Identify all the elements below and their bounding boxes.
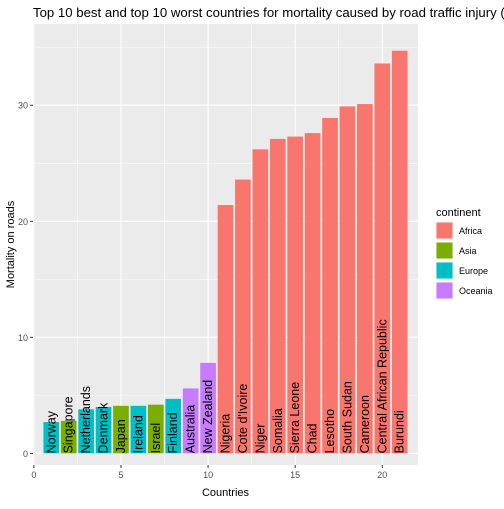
bar-label: Finland <box>166 412 180 453</box>
bar-label: Netherlands <box>79 386 93 453</box>
bar-japan <box>113 405 129 454</box>
bar-central-african-republic <box>374 63 391 454</box>
bar-niger <box>252 149 269 454</box>
x-axis-title: Countries <box>202 487 250 499</box>
bar-label: Cote d'Ivoire <box>236 384 250 454</box>
bar-cameroon <box>357 104 373 454</box>
chart-title: Top 10 best and top 10 worst countries f… <box>33 5 504 20</box>
y-tick-label: 30 <box>18 101 28 111</box>
bar-singapore <box>60 420 77 454</box>
bar-chad <box>304 133 321 454</box>
bar-label: Denmark <box>97 402 111 453</box>
bar-ireland <box>130 405 147 454</box>
bar-finland <box>165 398 182 454</box>
legend-label-asia: Asia <box>459 246 477 256</box>
bar-label: Cameroon <box>358 395 372 453</box>
legend: continent Africa Asia Europe Oceania <box>436 207 493 299</box>
bar-burundi <box>391 50 408 454</box>
bar-norway <box>43 422 60 454</box>
legend-swatch-africa <box>436 222 453 239</box>
bar-sierra-leone <box>287 136 304 454</box>
x-tick-label: 20 <box>377 470 387 480</box>
bar-israel <box>147 404 164 454</box>
bar-label: Chad <box>306 423 320 453</box>
y-tick-label: 20 <box>18 217 28 227</box>
legend-title: continent <box>436 207 481 219</box>
bar-label: Singapore <box>62 396 76 453</box>
x-axis: 0 5 10 15 20 <box>31 465 387 480</box>
bar-label: Lesotho <box>323 409 337 454</box>
x-tick-label: 15 <box>290 470 300 480</box>
y-tick-label: 10 <box>18 333 28 343</box>
legend-swatch-europe <box>436 262 453 279</box>
y-axis-title: Mortality on roads <box>5 200 17 288</box>
x-tick-label: 0 <box>31 470 36 480</box>
legend-label-africa: Africa <box>459 226 482 236</box>
bar-australia <box>182 388 199 454</box>
bar-label: Japan <box>114 419 128 453</box>
bar-label: Israel <box>149 423 163 454</box>
bar-label: Sierra Leone <box>288 382 302 454</box>
legend-swatch-oceania <box>436 282 453 299</box>
bar-denmark <box>95 406 112 454</box>
bar-somalia <box>269 138 286 454</box>
bar-label: Niger <box>253 424 267 454</box>
bar-label: Central African Republic <box>375 319 389 453</box>
bar-label: New Zealand <box>201 380 215 454</box>
y-tick-label: 0 <box>23 449 28 459</box>
x-tick-label: 10 <box>203 470 213 480</box>
bar-label: Ireland <box>131 415 145 453</box>
bar-lesotho <box>322 118 338 454</box>
x-tick-label: 5 <box>118 470 123 480</box>
bar-new-zealand <box>200 362 216 454</box>
legend-items: Africa Asia Europe Oceania <box>436 222 493 299</box>
bar-labels: Norway Singapore Netherlands Denmark Japan Ir… <box>44 319 406 453</box>
legend-label-europe: Europe <box>459 266 488 276</box>
bar-label: Australia <box>184 405 198 454</box>
bar-label: Somalia <box>271 408 285 453</box>
y-axis: 0 10 20 30 <box>18 101 33 459</box>
legend-label-oceania: Oceania <box>459 286 493 296</box>
legend-swatch-asia <box>436 242 453 259</box>
bar-netherlands <box>78 409 94 454</box>
bars <box>43 50 408 454</box>
bar-cote-d-ivoire <box>235 179 251 454</box>
bar-label: Nigeria <box>219 414 233 454</box>
bar-label: Norway <box>44 410 58 453</box>
bar-label: Burundi <box>393 410 407 453</box>
bar-label: South Sudan <box>340 381 354 453</box>
bar-nigeria <box>217 205 234 454</box>
bar-south-sudan <box>339 106 356 454</box>
